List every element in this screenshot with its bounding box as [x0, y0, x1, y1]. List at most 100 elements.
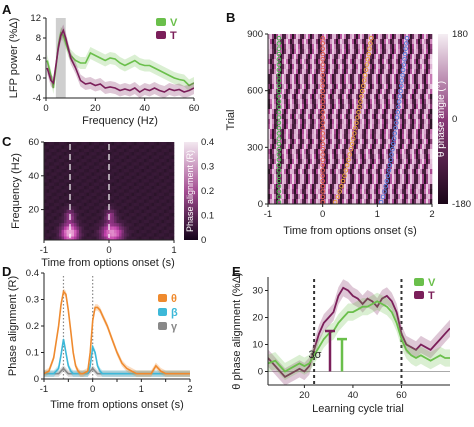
panel-c-heatmap-cell: [156, 155, 160, 160]
panel-b-heatmap-cell: [334, 89, 337, 95]
panel-d-y-tick-label: 0: [34, 374, 39, 385]
panel-b-heatmap-cell: [298, 139, 301, 145]
panel-b-heatmap-cell: [308, 174, 311, 180]
panel-c-heatmap-cell: [166, 206, 170, 210]
panel-c-heatmap-cell: [74, 175, 77, 180]
panel-c-heatmap-cell: [91, 209, 95, 214]
panel-b-heatmap-cell: [390, 84, 393, 90]
panel-b-heatmap-cell: [298, 169, 301, 175]
panel-b-heatmap-cell: [332, 84, 335, 90]
panel-b-heatmap-cell: [424, 64, 427, 70]
panel-c-heatmap-cell: [106, 229, 110, 234]
panel-c-heatmap-cell: [124, 155, 127, 160]
panel-b-heatmap-cell: [350, 94, 353, 100]
panel-b-heatmap-cell: [314, 179, 317, 185]
panel-b-heatmap-cell: [360, 69, 363, 75]
panel-b-heatmap-cell: [368, 104, 371, 110]
panel-b-heatmap-cell: [360, 159, 363, 165]
panel-b-heatmap-cell: [396, 59, 399, 65]
panel-b-heatmap-cell: [414, 64, 417, 70]
panel-b-heatmap-cell: [414, 149, 417, 155]
panel-b-heatmap-cell: [286, 34, 289, 40]
panel-b-heatmap-cell: [314, 189, 317, 195]
panel-b-heatmap-cell: [416, 114, 419, 120]
panel-b-heatmap-cell: [402, 184, 405, 190]
panel-b-heatmap-cell: [350, 84, 353, 90]
panel-b-heatmap-cell: [288, 159, 291, 165]
panel-c-heatmap-cell: [129, 209, 132, 214]
panel-b-heatmap-cell: [334, 119, 337, 125]
panel-c-heatmap-cell: [151, 169, 155, 173]
panel-b-heatmap-cell: [352, 104, 355, 110]
panel-b-heatmap-cell: [382, 139, 385, 145]
panel-b-heatmap-cell: [308, 144, 311, 150]
panel-c-heatmap-cell: [96, 165, 100, 170]
panel-b-heatmap-cell: [402, 139, 405, 145]
panel-c-heatmap-cell: [154, 148, 157, 153]
panel-c-heatmap-cell: [56, 192, 60, 197]
panel-b-heatmap-cell: [304, 44, 307, 50]
panel-c-heatmap-cell: [111, 189, 115, 193]
panel-b-heatmap-cell: [430, 159, 433, 165]
panel-b-heatmap-cell: [334, 94, 337, 100]
panel-b-heatmap-cell: [272, 134, 275, 140]
panel-b-heatmap-cell: [300, 124, 303, 130]
panel-b-heatmap-cell: [382, 154, 385, 160]
panel-b-heatmap-cell: [366, 54, 369, 60]
panel-b-heatmap-cell: [326, 84, 329, 90]
panel-b-heatmap-cell: [384, 149, 387, 155]
panel-c-heatmap-cell: [49, 192, 52, 197]
panel-b-heatmap-cell: [342, 54, 345, 60]
panel-b-heatmap-cell: [396, 159, 399, 165]
panel-b-heatmap-cell: [424, 129, 427, 135]
panel-c-heatmap-cell: [134, 223, 137, 227]
panel-b-heatmap-cell: [370, 134, 373, 140]
panel-c-heatmap-cell: [81, 142, 85, 146]
panel-c-heatmap-cell: [151, 162, 155, 166]
panel-b-heatmap-cell: [282, 169, 285, 175]
panel-b-heatmap-cell: [380, 69, 383, 75]
panel-b-heatmap-cell: [344, 49, 347, 55]
panel-b-heatmap-cell: [422, 104, 425, 110]
panel-c-heatmap-cell: [149, 165, 152, 170]
panel-c-heatmap-cell: [166, 229, 170, 234]
panel-b-heatmap-cell: [290, 79, 293, 85]
panel-c-heatmap-cell: [91, 162, 95, 166]
panel-b-heatmap-cell: [316, 89, 319, 95]
panel-b-heatmap-cell: [310, 94, 313, 100]
panel-b-heatmap-cell: [344, 124, 347, 130]
panel-c-heatmap-cell: [81, 172, 85, 177]
panel-b-heatmap-cell: [406, 139, 409, 145]
panel-c-heatmap-cell: [64, 229, 67, 234]
panel-a-y-tick-label: 0: [36, 73, 41, 84]
panel-c-heatmap-cell: [109, 158, 112, 163]
panel-b-heatmap-cell: [318, 149, 321, 155]
panel-b-heatmap-cell: [408, 44, 411, 50]
panel-b-heatmap-cell: [376, 104, 379, 110]
panel-c-heatmap-cell: [171, 162, 175, 166]
panel-b-heatmap-cell: [348, 139, 351, 145]
panel-b-heatmap-cell: [408, 54, 411, 60]
panel-b-heatmap-cell: [396, 74, 399, 80]
panel-b-heatmap-cell: [330, 84, 333, 90]
panel-c-heatmap-cell: [116, 216, 120, 221]
panel-c-heatmap-cell: [159, 202, 162, 207]
panel-b-heatmap-cell: [414, 84, 417, 90]
panel-b-heatmap-cell: [418, 139, 421, 145]
panel-b-heatmap-cell: [424, 134, 427, 140]
panel-c-heatmap-cell: [141, 148, 145, 153]
panel-b-event-marker: [276, 99, 282, 104]
panel-b-heatmap-cell: [322, 119, 325, 125]
panel-b-heatmap-cell: [292, 174, 295, 180]
panel-c-heatmap-cell: [61, 179, 65, 183]
panel-b-heatmap-cell: [344, 39, 347, 45]
panel-c-heatmap-cell: [139, 219, 142, 224]
panel-b-event-marker: [276, 78, 282, 83]
panel-b-heatmap-cell: [282, 134, 285, 140]
panel-b-heatmap-cell: [370, 89, 373, 95]
panel-b-heatmap-cell: [296, 194, 299, 200]
panel-b-heatmap-cell: [426, 59, 429, 65]
panel-b-heatmap-cell: [394, 179, 397, 185]
panel-c-heatmap-cell: [61, 226, 65, 231]
panel-b-heatmap-cell: [286, 49, 289, 55]
